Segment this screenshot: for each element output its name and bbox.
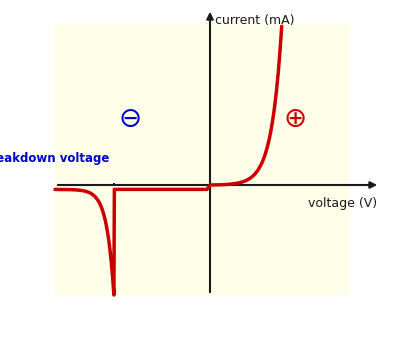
Text: current (mA): current (mA): [215, 14, 294, 27]
Text: ⊕: ⊕: [283, 105, 307, 133]
Text: ⊖: ⊖: [118, 105, 142, 133]
Text: breakdown voltage: breakdown voltage: [0, 152, 109, 165]
Bar: [55, 24, 350, 295]
Text: voltage (V): voltage (V): [308, 197, 377, 210]
